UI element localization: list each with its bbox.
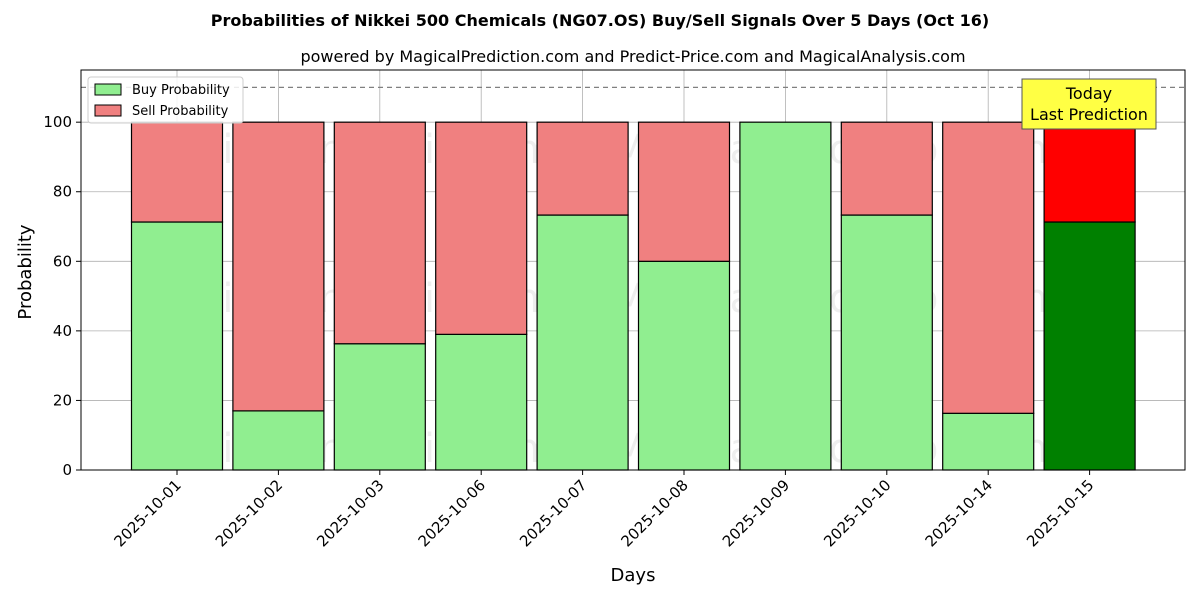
legend-swatch: [94, 104, 122, 117]
sell-bar: [637, 121, 731, 262]
sell-bar: [840, 121, 933, 216]
legend-box: [87, 76, 244, 124]
annotation-box: [1021, 78, 1157, 130]
x-tick-label: 2025-10-14: [922, 476, 996, 550]
y-tick-label: 100: [43, 113, 72, 131]
buy-bar: [942, 412, 1035, 471]
buy-bar: [130, 221, 224, 471]
sell-bar: [1043, 121, 1136, 223]
sell-bar: [536, 121, 629, 216]
legend-label: Buy Probability: [132, 83, 230, 98]
x-tick-label: 2025-10-06: [415, 476, 489, 550]
buy-bar: [232, 410, 325, 471]
sell-bar: [333, 121, 426, 345]
y-tick-label: 60: [53, 252, 72, 270]
annotation-line2: Last Prediction: [1030, 105, 1148, 124]
legend-label: Sell Probability: [132, 104, 229, 119]
sell-bar: [130, 121, 224, 223]
y-tick-label: 0: [62, 461, 72, 479]
legend-swatch: [94, 83, 122, 96]
y-tick-label: 80: [53, 183, 72, 201]
y-axis-label: Probability: [15, 224, 36, 319]
bars: [130, 121, 1136, 471]
y-tick-label: 40: [53, 322, 72, 340]
x-tick-label: 2025-10-15: [1023, 476, 1097, 550]
legend: Buy Probability Sell Probability: [87, 76, 244, 124]
x-tick-label: 2025-10-02: [212, 476, 286, 550]
x-tick-label: 2025-10-03: [313, 476, 387, 550]
sell-bar: [232, 121, 325, 412]
y-tick-label: 20: [53, 391, 72, 409]
x-tick-label: 2025-10-07: [516, 476, 590, 550]
x-tick-label: 2025-10-01: [110, 476, 184, 550]
chart-subtitle: powered by MagicalPrediction.com and Pre…: [300, 47, 965, 66]
sell-bar: [435, 121, 528, 335]
buy-bar: [637, 260, 731, 471]
x-axis-label: Days: [611, 565, 656, 586]
x-tick-label: 2025-10-08: [617, 476, 691, 550]
buy-bar: [1043, 221, 1136, 471]
x-tick-label: 2025-10-09: [719, 476, 793, 550]
x-tick-label: 2025-10-10: [820, 476, 894, 550]
buy-bar: [333, 343, 426, 471]
annotation-line1: Today: [1065, 84, 1112, 103]
chart-title: Probabilities of Nikkei 500 Chemicals (N…: [211, 11, 990, 30]
plot-frame: [80, 69, 1186, 471]
buy-bar: [840, 214, 933, 471]
buy-bar: [739, 121, 832, 471]
buy-bar: [536, 214, 629, 471]
annotation: Today Last Prediction: [1021, 78, 1157, 130]
buy-bar: [435, 333, 528, 471]
sell-bar: [942, 121, 1035, 414]
